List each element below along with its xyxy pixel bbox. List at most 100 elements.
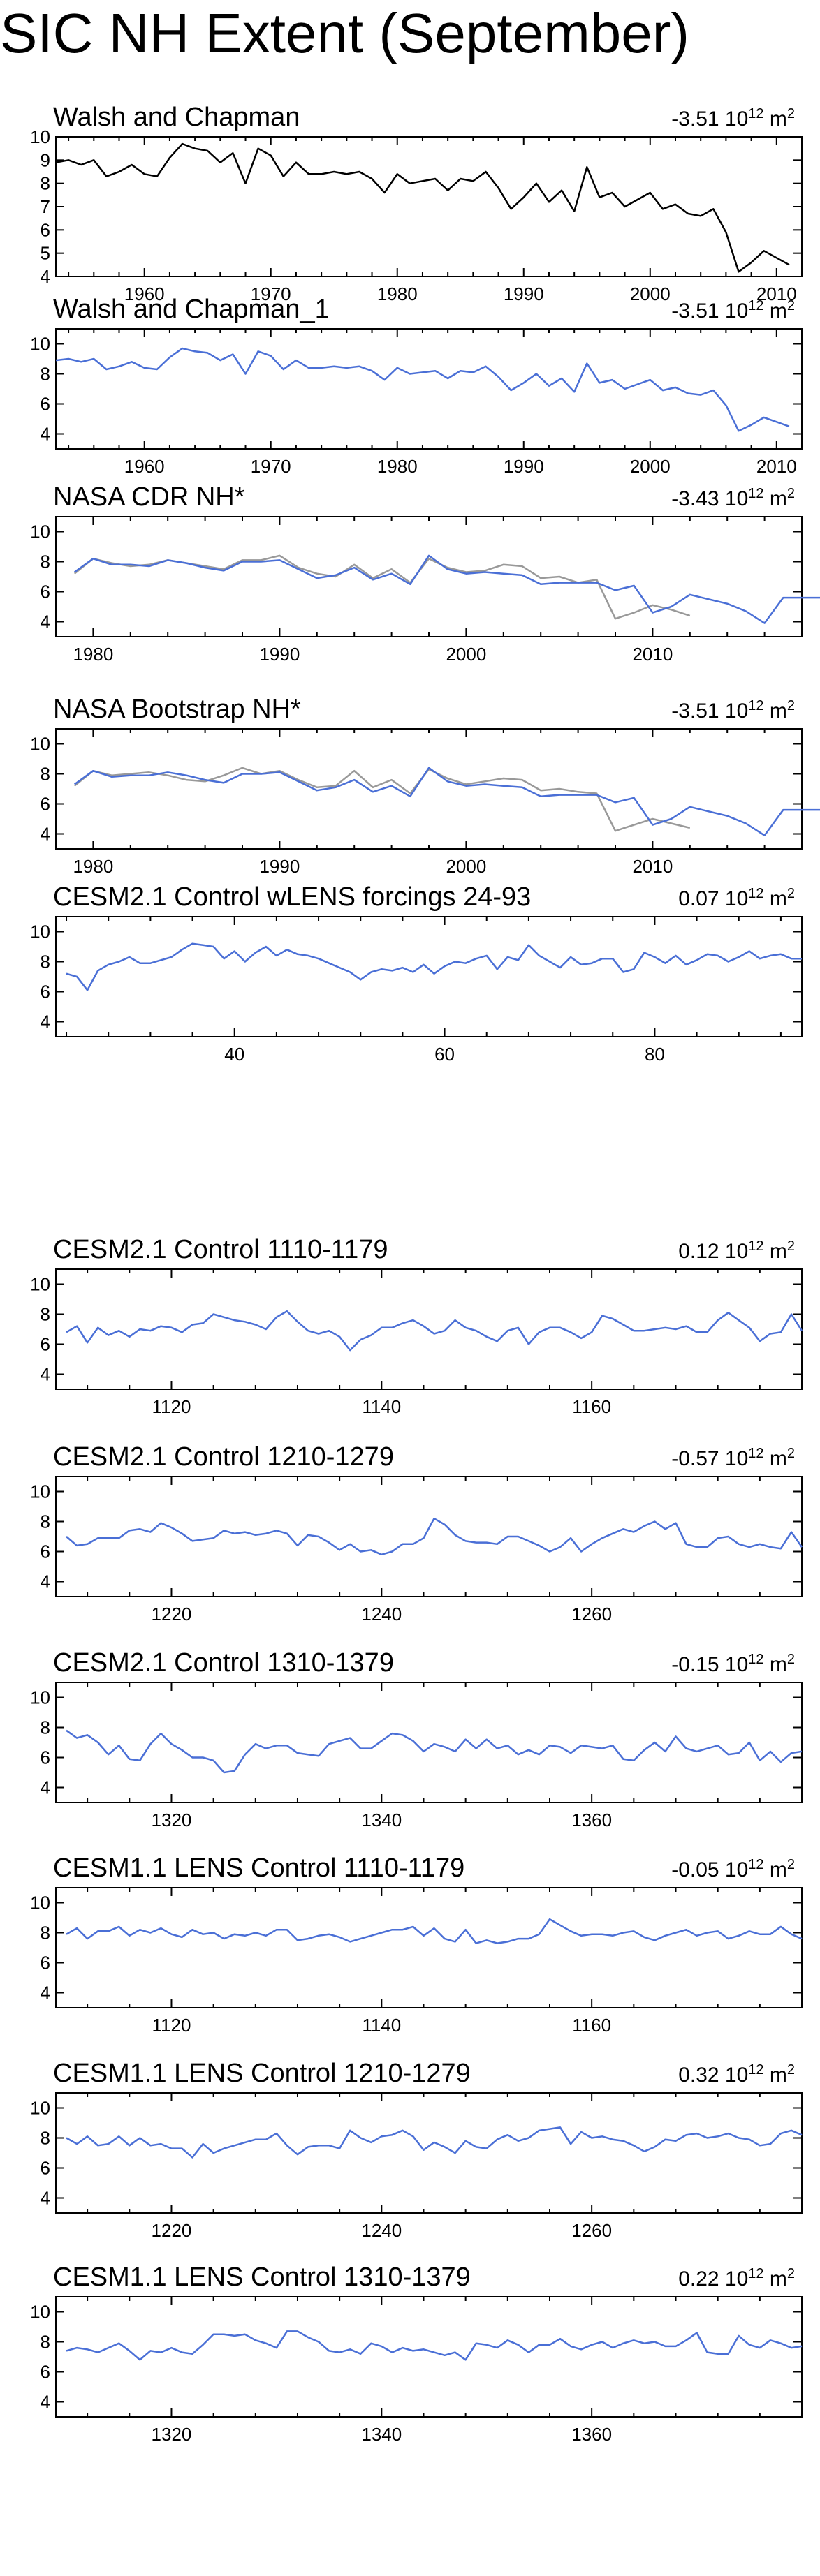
x-tick-label: 1140: [362, 2015, 401, 2036]
y-tick-label: 5: [41, 243, 50, 264]
chart-title: CESM2.1 Control wLENS forcings 24-93: [53, 882, 531, 912]
chart-panel: Walsh and Chapman -3.51 1012 m2 45 678 910 19…: [30, 103, 803, 304]
y-tick-label: 8: [41, 1511, 50, 1532]
plot-frame: [55, 136, 803, 277]
x-tick-label: 2010: [632, 644, 673, 665]
y-tick-label: 8: [41, 2332, 50, 2353]
chart-title: NASA Bootstrap NH*: [53, 695, 301, 724]
trend-value: -3.51 1012 m2: [671, 298, 795, 323]
y-tick-label: 4: [41, 424, 50, 445]
series-line: [73, 554, 820, 624]
plot-frame: [55, 2296, 803, 2418]
x-tick-label: 2000: [630, 456, 671, 477]
x-tick-label: 1120: [152, 2015, 191, 2036]
y-tick-label: 4: [41, 1983, 50, 2004]
x-tick-label: 1260: [571, 2220, 612, 2241]
chart-title: CESM2.1 Control 1210-1279: [53, 1442, 394, 1472]
chart-title: CESM1.1 LENS Control 1110-1179: [53, 1853, 464, 1883]
chart-panel: Walsh and Chapman_1 -3.51 1012 m2 4 6 8 10 196…: [30, 295, 803, 477]
x-tick-label: 1120: [152, 1396, 191, 1417]
y-tick-label: 6: [41, 1334, 50, 1355]
x-tick-label: 1980: [73, 856, 113, 877]
plot-frame: [55, 1682, 803, 1803]
y-tick-label: 6: [41, 1747, 50, 1768]
y-tick-label: 8: [41, 173, 50, 194]
y-tick-label: 8: [41, 1304, 50, 1325]
y-tick-label: 10: [30, 921, 50, 942]
series-line: [66, 1517, 803, 1556]
series-line: [55, 347, 790, 432]
y-tick-label: 4: [41, 1364, 50, 1385]
chart-panel: CESM2.1 Control 1210-1279 -0.57 1012 m2 4 6…: [30, 1442, 803, 1624]
x-tick-label: 1220: [152, 1604, 192, 1624]
trend-value: 0.22 1012 m2: [678, 2266, 795, 2290]
y-tick-label: 8: [41, 952, 50, 972]
trend-value: -3.51 1012 m2: [671, 698, 795, 723]
chart-title: CESM1.1 LENS Control 1210-1279: [53, 2059, 471, 2088]
plot-frame: [55, 516, 803, 637]
trend-value: -0.05 1012 m2: [671, 1857, 795, 1881]
y-tick-label: 6: [41, 1953, 50, 1974]
y-tick-label: 8: [41, 1923, 50, 1944]
plot-frame: [55, 728, 803, 850]
y-tick-label: 10: [30, 521, 50, 542]
y-tick-label: 4: [41, 2188, 50, 2209]
plot-frame: [55, 916, 803, 1037]
x-tick-label: 1980: [377, 283, 418, 304]
x-tick-label: 1980: [377, 456, 418, 477]
series-line: [73, 767, 820, 836]
y-tick-label: 10: [30, 1481, 50, 1502]
x-tick-label: 1320: [152, 1809, 192, 1830]
x-tick-label: 1140: [362, 1396, 401, 1417]
x-tick-label: 1970: [251, 456, 291, 477]
y-tick-label: 8: [41, 2128, 50, 2149]
page-title: SIC NH Extent (September): [0, 2, 689, 64]
x-tick-label: 1360: [571, 2424, 612, 2445]
y-tick-label: 7: [41, 196, 50, 217]
trend-value: -0.57 1012 m2: [671, 1446, 795, 1470]
x-tick-label: 1960: [124, 283, 165, 304]
x-tick-label: 2010: [756, 283, 797, 304]
y-tick-label: 4: [41, 1012, 50, 1032]
series-line: [66, 1918, 803, 1944]
plot-frame: [55, 1476, 803, 1597]
y-tick-label: 9: [41, 149, 50, 170]
x-tick-label: 60: [434, 1044, 455, 1065]
x-tick-label: 1240: [361, 1604, 402, 1624]
y-tick-label: 10: [30, 1274, 50, 1295]
y-tick-label: 8: [41, 1717, 50, 1738]
x-tick-label: 1960: [124, 456, 165, 477]
x-tick-label: 1240: [361, 2220, 402, 2241]
y-tick-label: 6: [41, 2158, 50, 2179]
series-line: [55, 142, 790, 273]
plot-frame: [55, 1887, 803, 2008]
plot-frame: [55, 2092, 803, 2214]
y-tick-label: 6: [41, 1541, 50, 1562]
x-tick-label: 1990: [259, 644, 300, 665]
y-tick-label: 8: [41, 764, 50, 785]
x-tick-label: 2000: [446, 644, 486, 665]
x-tick-label: 1980: [73, 644, 113, 665]
y-tick-label: 4: [41, 824, 50, 845]
chart-panel: NASA CDR NH* -3.43 1012 m2 4 6 8 10 1980 1990 20…: [30, 482, 820, 665]
trend-value: 0.12 1012 m2: [678, 1238, 795, 1263]
chart-panel: CESM2.1 Control 1310-1379 -0.15 1012 m2 4 6…: [30, 1648, 803, 1830]
x-tick-label: 1340: [361, 2424, 402, 2445]
x-tick-label: 2010: [756, 456, 797, 477]
chart-panel: CESM1.1 LENS Control 1210-1279 0.32 1012 …: [30, 2059, 803, 2241]
y-tick-label: 6: [41, 2362, 50, 2383]
x-tick-label: 1220: [152, 2220, 192, 2241]
y-tick-label: 6: [41, 582, 50, 602]
y-tick-label: 10: [30, 334, 50, 355]
x-tick-label: 1160: [572, 2015, 611, 2036]
plot-frame: [55, 328, 803, 450]
x-tick-label: 1160: [572, 1396, 611, 1417]
x-tick-label: 80: [645, 1044, 665, 1065]
chart-panel: CESM2.1 Control 1110-1179 0.12 1012 m2 4 6 8…: [30, 1235, 803, 1417]
y-tick-label: 4: [41, 266, 50, 287]
y-tick-label: 4: [41, 612, 50, 632]
x-tick-label: 1340: [361, 1809, 402, 1830]
chart-title: CESM2.1 Control 1310-1379: [53, 1648, 394, 1678]
series-line: [66, 1310, 803, 1352]
